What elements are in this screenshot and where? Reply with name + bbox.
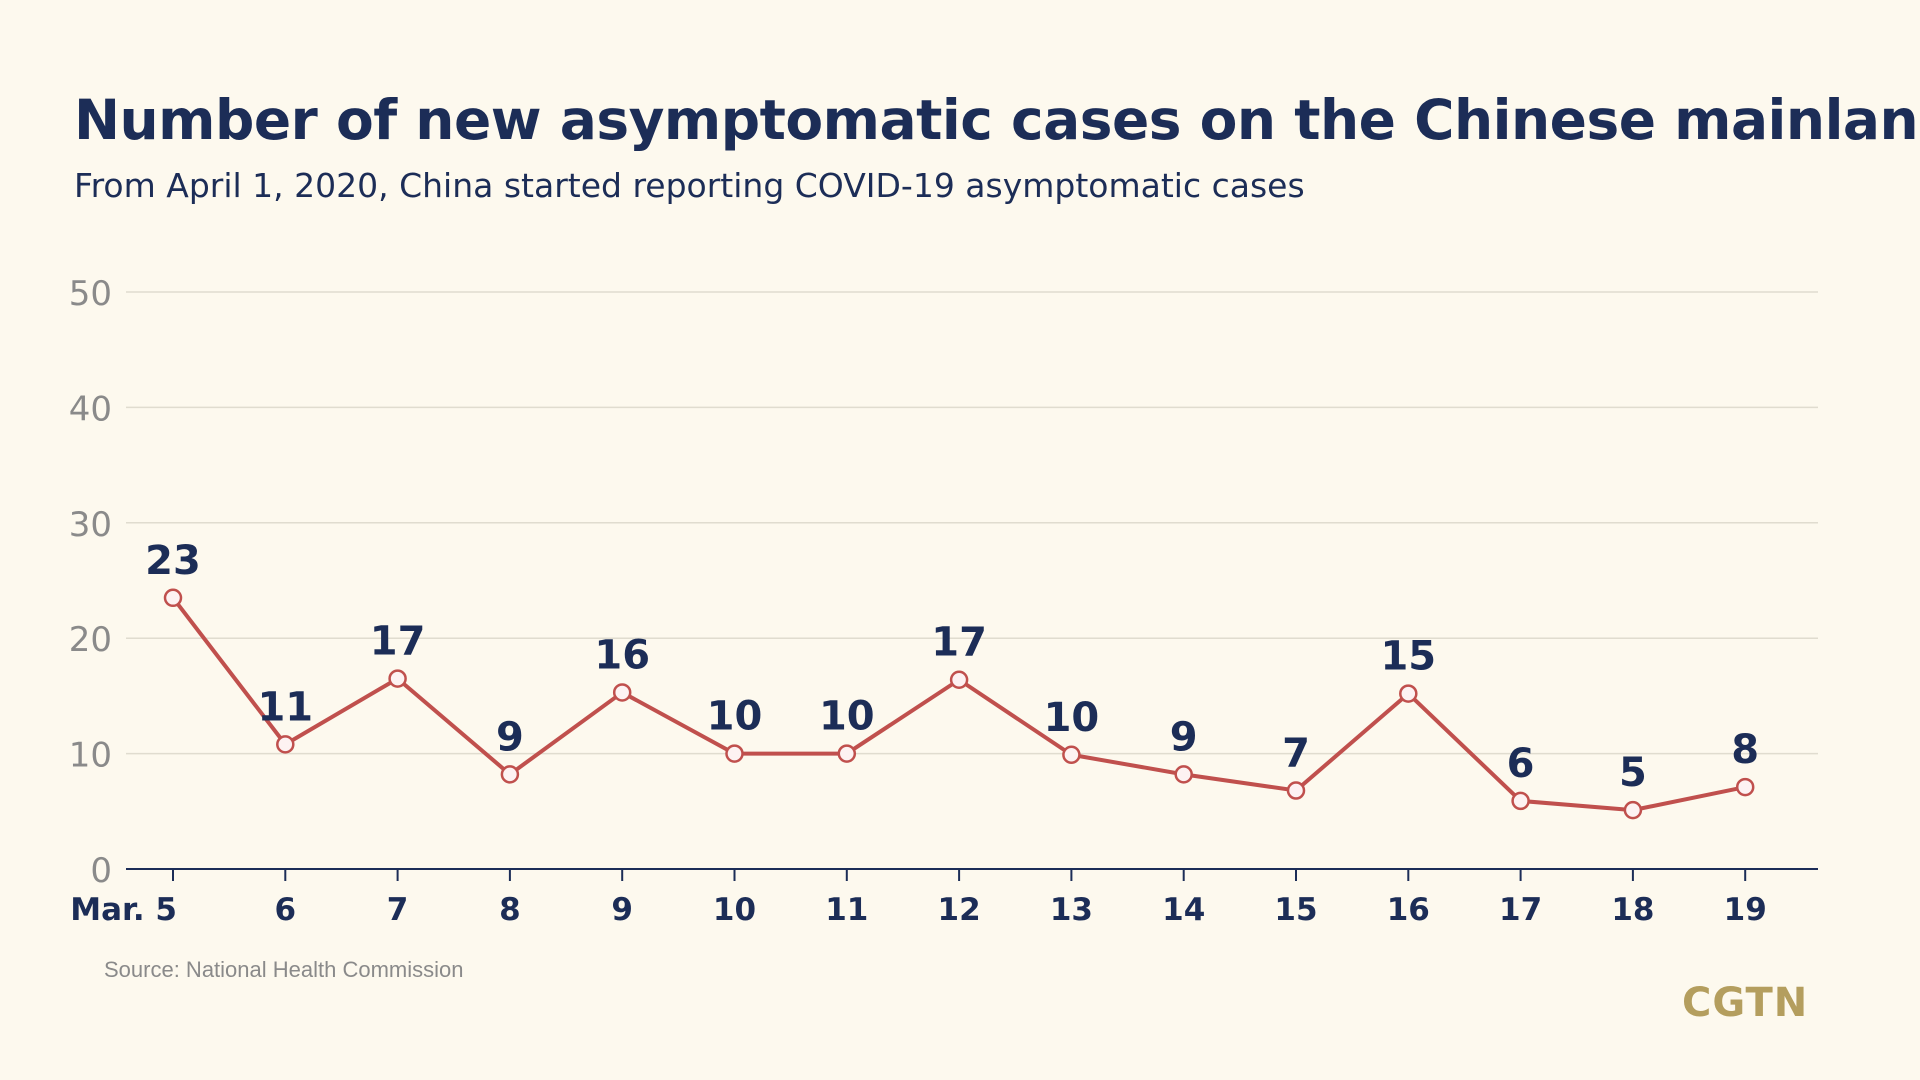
y-tick-label: 40 <box>69 389 112 429</box>
x-tick-label: 10 <box>713 892 756 928</box>
x-tick-label: 8 <box>499 892 521 928</box>
x-tick-label: 12 <box>938 892 981 928</box>
data-label: 8 <box>1731 727 1759 773</box>
chart-title: Number of new asymptomatic cases on the … <box>74 88 1920 152</box>
x-tick-label: 18 <box>1611 892 1654 928</box>
x-tick-label: 9 <box>611 892 633 928</box>
data-label: 17 <box>370 619 426 665</box>
data-points <box>163 588 1755 820</box>
x-tick-label: 13 <box>1050 892 1093 928</box>
data-label: 16 <box>594 632 650 678</box>
data-label: 10 <box>819 694 875 740</box>
x-axis: Mar. 5 6 7 8 9 10 11 12 13 14 15 16 17 18 19 <box>70 868 1818 928</box>
x-tick-label: Mar. 5 <box>70 892 177 928</box>
data-label: 15 <box>1380 634 1436 680</box>
x-tick-label: 11 <box>825 892 868 928</box>
data-label: 10 <box>1044 695 1100 741</box>
data-label: 6 <box>1507 741 1535 787</box>
x-tick-label: 7 <box>387 892 409 928</box>
cgtn-logo: CGTN <box>1682 980 1809 1026</box>
data-point <box>949 670 969 689</box>
data-point <box>1735 777 1755 797</box>
y-tick-label: 10 <box>69 736 112 776</box>
y-tick-label: 50 <box>69 274 112 314</box>
x-tick-label: 15 <box>1274 892 1317 928</box>
data-point <box>725 744 744 763</box>
data-point <box>163 588 183 608</box>
y-axis-ticks: 0 10 20 30 40 50 <box>69 274 112 891</box>
x-tick-label: 17 <box>1499 892 1542 928</box>
x-tick-label: 19 <box>1724 892 1767 928</box>
data-point <box>1062 745 1081 765</box>
y-tick-label: 0 <box>90 851 112 891</box>
data-label: 9 <box>1170 714 1198 760</box>
data-point <box>612 683 632 702</box>
data-point <box>1623 800 1643 820</box>
x-tick-label: 14 <box>1162 892 1205 928</box>
y-tick-label: 30 <box>69 505 112 545</box>
x-tick-label: 16 <box>1387 892 1430 928</box>
data-label: 7 <box>1282 731 1310 777</box>
data-point <box>500 765 520 784</box>
data-point <box>1174 765 1193 784</box>
chart-subtitle: From April 1, 2020, China started report… <box>74 166 1305 205</box>
data-label: 11 <box>257 684 313 730</box>
data-point <box>837 744 857 763</box>
data-label: 23 <box>145 538 201 584</box>
x-tick-label: 6 <box>275 892 297 928</box>
data-point <box>1286 781 1306 800</box>
data-label: 5 <box>1619 750 1647 796</box>
data-point <box>1511 791 1530 811</box>
source-note: Source: National Health Commission <box>104 957 464 982</box>
data-point <box>276 735 295 754</box>
data-label: 9 <box>496 714 524 760</box>
data-labels: 23 11 17 9 16 10 10 17 10 9 7 15 6 5 8 <box>145 538 1759 796</box>
y-tick-label: 20 <box>69 620 112 660</box>
data-label: 10 <box>707 694 763 740</box>
data-point <box>388 669 407 688</box>
data-label: 17 <box>931 620 987 666</box>
gridlines <box>126 291 1818 755</box>
data-point <box>1399 684 1418 703</box>
